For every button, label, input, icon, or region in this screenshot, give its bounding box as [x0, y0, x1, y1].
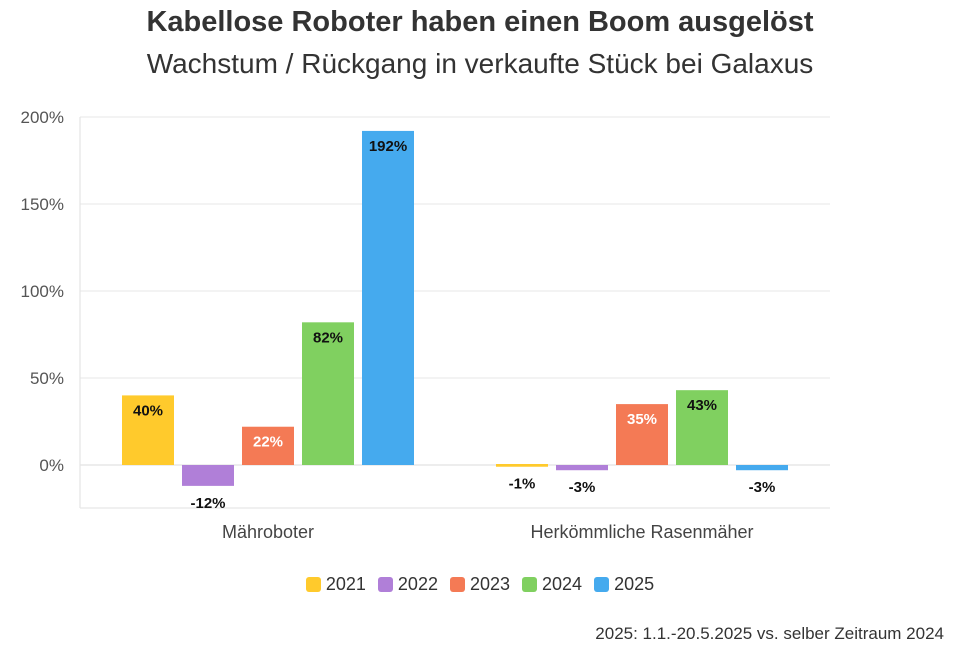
- chart-title: Kabellose Roboter haben einen Boom ausge…: [146, 6, 814, 38]
- x-category-label: Herkömmliche Rasenmäher: [530, 522, 753, 542]
- x-category-label: Mähroboter: [222, 522, 314, 542]
- legend-swatch-2022: [377, 577, 393, 592]
- bar-2023-rasenmaeher: [616, 404, 668, 465]
- y-tick-label: 150%: [21, 195, 64, 214]
- bar-2024-rasenmaeher: [676, 390, 728, 465]
- chart-subtitle: Wachstum / Rückgang in verkaufte Stück b…: [146, 48, 814, 79]
- legend-item-2024[interactable]: 2024: [522, 574, 582, 595]
- data-label: -1%: [509, 476, 536, 493]
- legend-item-2025[interactable]: 2025: [594, 574, 654, 595]
- y-tick-label: 100%: [21, 282, 64, 301]
- data-label: -3%: [569, 479, 596, 496]
- legend-label-2022: 2022: [397, 574, 438, 594]
- legend-item-2021[interactable]: 2021: [305, 574, 366, 595]
- bar-2022-maehroboter: [182, 465, 234, 486]
- legend-swatch-2025: [594, 577, 610, 592]
- legend-item-2023[interactable]: 2023: [449, 574, 511, 595]
- y-tick-label: 0%: [39, 456, 64, 475]
- bar-2024-maehroboter: [302, 322, 354, 465]
- data-label: -3%: [749, 479, 776, 496]
- bar-2021-rasenmaeher: [496, 464, 548, 467]
- bar-2025-maehroboter: [362, 130, 414, 466]
- data-label: 35%: [627, 411, 657, 428]
- legend-swatch-2023: [449, 577, 465, 592]
- footnote: 2025: 1.1.-20.5.2025 vs. selber Zeitraum…: [595, 624, 944, 643]
- bar-2023-maehroboter: [242, 426, 294, 465]
- data-label: 82%: [313, 329, 343, 346]
- data-label: 192%: [369, 138, 407, 155]
- data-label: -12%: [190, 495, 225, 512]
- y-tick-label: 200%: [21, 108, 64, 127]
- legend-swatch-2021: [305, 577, 321, 592]
- legend-label-2025: 2025: [614, 574, 655, 594]
- legend-label-2021: 2021: [325, 574, 366, 594]
- data-label: 40%: [133, 402, 163, 419]
- legend: 2021 2022 2023 2024 2025: [0, 574, 956, 595]
- legend-label-2024: 2024: [542, 574, 583, 594]
- bar-2021-maehroboter: [122, 395, 174, 465]
- legend-swatch-2024: [522, 577, 538, 592]
- data-label: 22%: [253, 434, 283, 451]
- data-label: 43%: [687, 397, 717, 414]
- bar-2025-rasenmaeher: [736, 465, 788, 471]
- bar-2022-rasenmaeher: [556, 465, 608, 471]
- legend-label-2023: 2023: [469, 574, 511, 594]
- legend-item-2022[interactable]: 2022: [377, 574, 438, 595]
- y-tick-label: 50%: [30, 369, 64, 388]
